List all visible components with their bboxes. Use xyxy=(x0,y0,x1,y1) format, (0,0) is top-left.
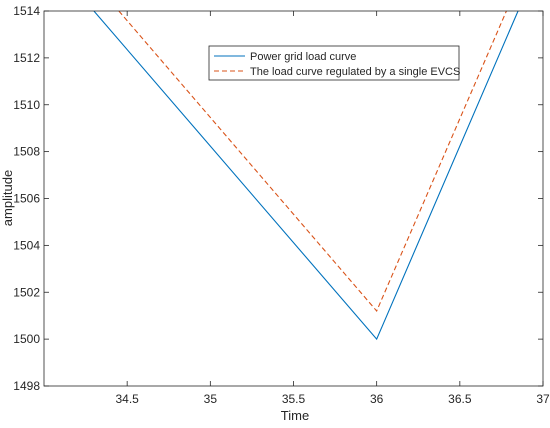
legend-entry-2: The load curve regulated by a single EVC… xyxy=(250,66,460,78)
axes-layer: 34.5 35 35.5 36 36.5 37 1498 1500 1502 1504 1506 15… xyxy=(13,4,550,406)
x-tick-label: 35.5 xyxy=(282,392,306,406)
y-tick-label: 1498 xyxy=(13,379,40,393)
y-tick-label: 1512 xyxy=(13,51,40,65)
y-tick-label: 1506 xyxy=(13,192,40,206)
y-tick-label: 1510 xyxy=(13,98,40,112)
plot-layer xyxy=(93,11,519,341)
y-axis-label: amplitude xyxy=(0,170,15,226)
legend: Power grid load curve The load curve regu… xyxy=(208,45,460,81)
legend-box xyxy=(208,45,460,81)
y-tick-label: 1500 xyxy=(13,332,40,346)
y-tick-label: 1504 xyxy=(13,238,40,252)
x-tick-label: 35 xyxy=(204,392,218,406)
legend-entry-1: Power grid load curve xyxy=(250,51,356,63)
series-line-1 xyxy=(93,11,519,341)
x-tick-label: 37 xyxy=(536,392,550,406)
y-tick-label: 1508 xyxy=(13,145,40,159)
x-tick-label: 36.5 xyxy=(448,392,472,406)
x-axis-label: Time xyxy=(281,408,309,423)
series-line-2 xyxy=(118,11,507,313)
x-tick-label: 36 xyxy=(370,392,384,406)
y-tick-label: 1514 xyxy=(13,4,40,18)
x-tick-label: 34.5 xyxy=(115,392,139,406)
y-tick-label: 1502 xyxy=(13,285,40,299)
